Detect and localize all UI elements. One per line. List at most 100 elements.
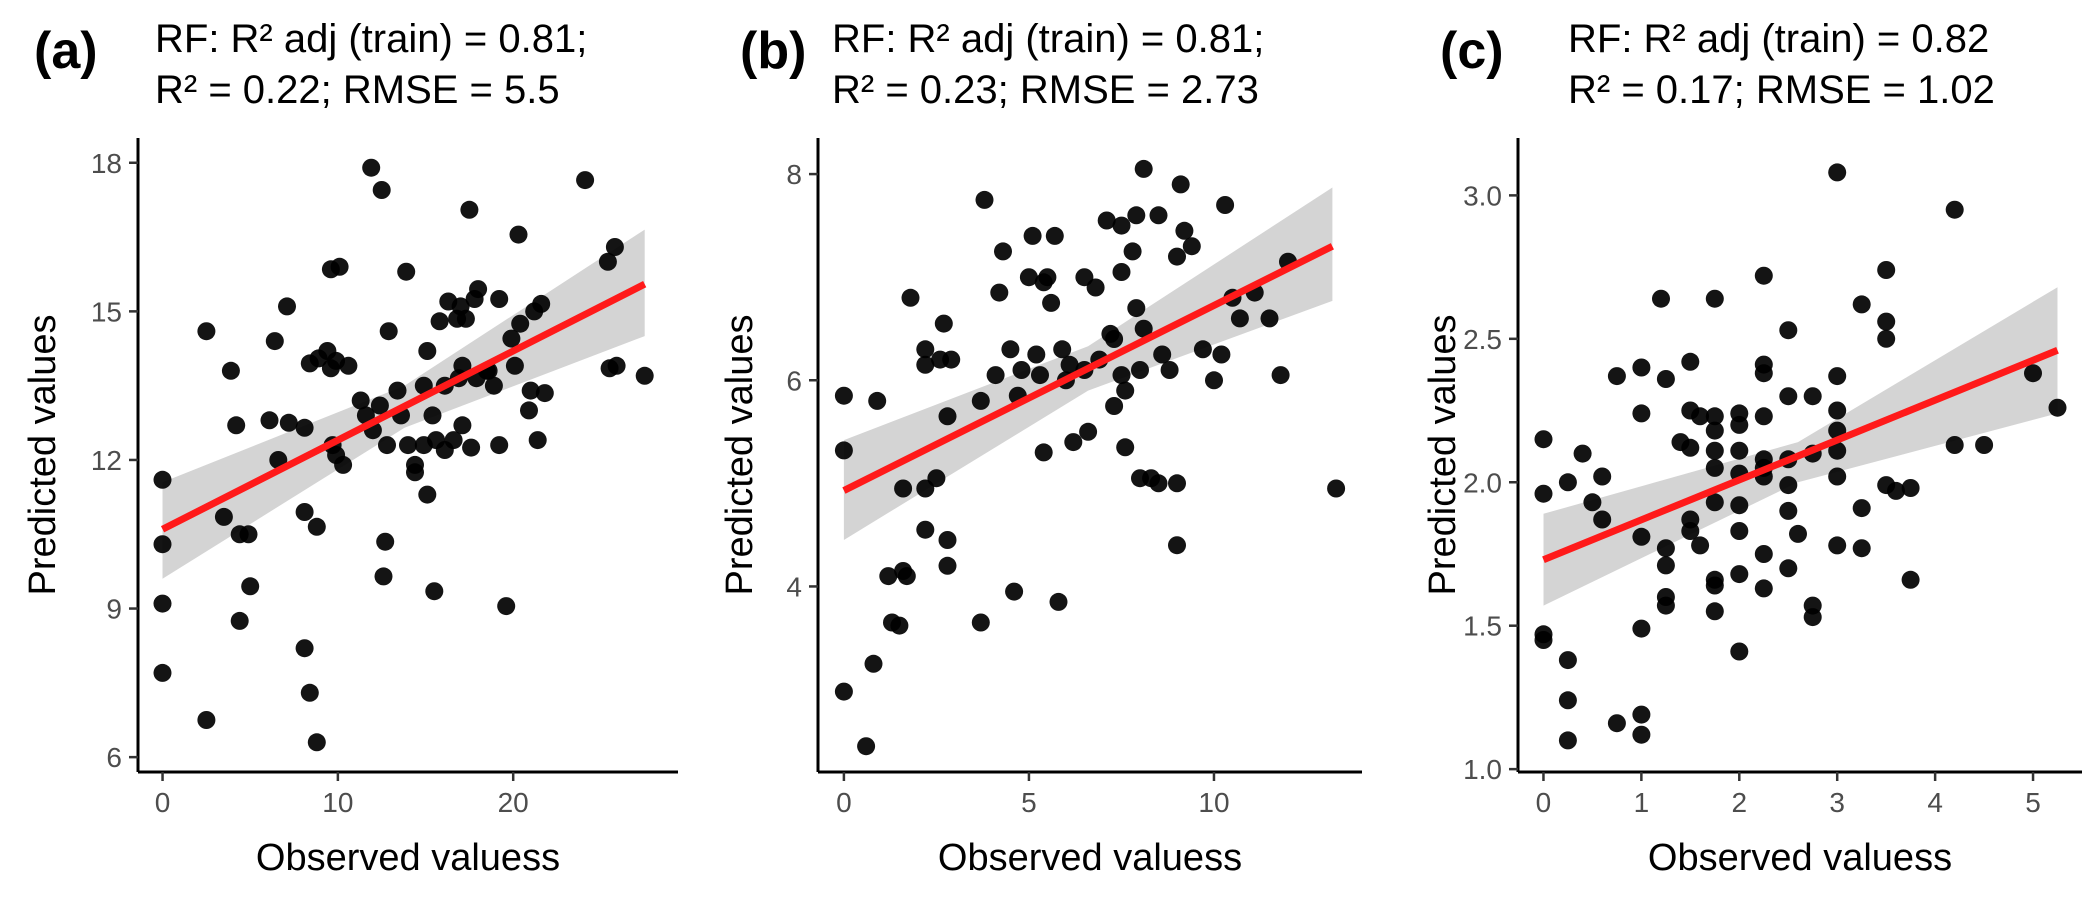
data-point [414, 376, 433, 395]
data-point [430, 312, 449, 331]
y-tick-label: 18 [91, 148, 122, 179]
data-point [1852, 499, 1871, 518]
regression-line [1542, 347, 2059, 563]
data-point [374, 567, 393, 586]
data-point [295, 503, 314, 521]
data-point [418, 485, 437, 504]
data-point [1149, 206, 1168, 225]
y-tick-label: 2.5 [1463, 324, 1502, 355]
data-point [1705, 602, 1724, 621]
data-point [1877, 261, 1896, 279]
data-point [1558, 651, 1577, 670]
x-tick-label: 20 [498, 787, 529, 818]
panel-label: (b) [740, 22, 806, 80]
data-point [1131, 361, 1149, 379]
data-point [1123, 242, 1142, 261]
data-point [1705, 289, 1724, 308]
data-point [1112, 216, 1131, 235]
data-point [532, 294, 551, 313]
panel-title-line-2: R² = 0.17; RMSE = 1.02 [1568, 68, 1995, 112]
data-point [469, 280, 488, 299]
data-point [1116, 438, 1135, 457]
data-point [153, 594, 172, 613]
y-axis-label: Predicted values [1422, 315, 1464, 596]
data-point [1652, 289, 1670, 308]
y-tick-label: 4 [786, 571, 802, 602]
data-point [362, 158, 381, 177]
data-point [834, 386, 853, 405]
data-point [1327, 479, 1346, 498]
y-axis-label: Predicted values [719, 315, 761, 596]
data-point [1705, 441, 1724, 460]
data-point [1705, 493, 1724, 512]
data-point [1803, 387, 1822, 406]
data-point [1086, 278, 1105, 297]
data-point [399, 436, 417, 455]
data-point [295, 639, 314, 658]
data-point [1045, 226, 1064, 245]
data-point [927, 469, 946, 488]
data-point [916, 340, 935, 359]
data-point [1656, 370, 1675, 388]
data-point [938, 556, 957, 575]
data-point [1064, 433, 1083, 452]
x-tick-label: 4 [1927, 787, 1943, 818]
data-point [1127, 206, 1146, 225]
data-point [1038, 268, 1057, 287]
data-point [453, 356, 472, 375]
data-point [278, 297, 296, 316]
data-point [1558, 731, 1577, 750]
data-point [834, 441, 853, 460]
data-point [1901, 479, 1920, 497]
data-point [1877, 329, 1896, 348]
data-point [938, 531, 957, 549]
x-tick-label: 3 [1829, 787, 1845, 818]
data-point [986, 366, 1005, 385]
data-point [1230, 309, 1249, 328]
data-point [1705, 458, 1724, 477]
data-point [1607, 367, 1626, 386]
x-axis-label: Observed valuess [256, 837, 560, 879]
data-point [2048, 398, 2067, 417]
data-point [1216, 196, 1235, 214]
data-point [265, 332, 284, 351]
data-point [1112, 366, 1131, 385]
data-point [1754, 545, 1773, 563]
data-point [214, 507, 233, 526]
scatter-points [834, 159, 1346, 756]
data-point [1901, 570, 1920, 589]
data-point [1060, 355, 1079, 374]
data-point [1116, 381, 1135, 400]
data-point [834, 682, 853, 701]
x-tick-label: 5 [1021, 787, 1037, 818]
data-point [521, 381, 540, 400]
data-point [1779, 501, 1798, 520]
data-point [1681, 352, 1700, 371]
data-point [376, 532, 395, 551]
data-point [334, 455, 353, 474]
data-point [916, 355, 935, 374]
x-tick-label: 0 [836, 787, 852, 818]
data-point [153, 470, 172, 489]
data-point [1079, 422, 1098, 441]
y-tick-label: 12 [91, 445, 122, 476]
data-point [1134, 319, 1153, 338]
y-tick-label: 9 [106, 594, 122, 625]
data-point [1134, 159, 1153, 178]
data-point [1754, 579, 1773, 598]
panel-3: (c) RF: R² adj (train) = 0.82 R² = 0.17; R… [1422, 17, 2082, 879]
data-point [1105, 397, 1124, 415]
data-point [511, 314, 530, 333]
data-point [462, 438, 481, 457]
data-point [1027, 345, 1046, 364]
data-point [460, 200, 479, 219]
x-tick-label: 10 [1198, 787, 1229, 818]
data-point [444, 431, 463, 450]
data-point [153, 535, 172, 554]
data-point [1975, 436, 1994, 454]
data-point [307, 517, 326, 536]
data-point [423, 406, 442, 425]
data-point [406, 463, 424, 482]
data-point [1534, 484, 1553, 503]
data-point [1730, 441, 1749, 460]
